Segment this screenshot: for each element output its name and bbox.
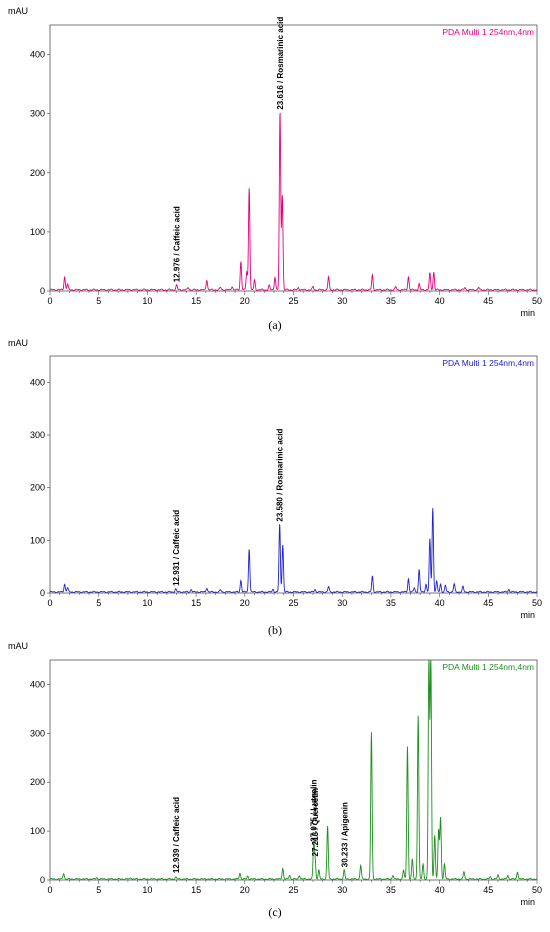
- x-tick-label: 45: [483, 885, 493, 895]
- x-tick-label: 35: [386, 296, 396, 306]
- x-tick-label: 0: [47, 885, 52, 895]
- y-tick-label: 0: [40, 588, 45, 598]
- series-line: [49, 112, 538, 292]
- peak-annotation: 12.976 / Caffeic acid: [172, 206, 181, 282]
- y-tick-label: 400: [30, 679, 45, 689]
- plot-frame: [49, 355, 538, 594]
- x-tick-label: 40: [435, 598, 445, 608]
- y-tick-label: 100: [30, 535, 45, 545]
- y-tick-label: 100: [30, 826, 45, 836]
- peak-annotation: 12.931 / Caffeic acid: [172, 510, 181, 586]
- x-tick-label: 10: [142, 598, 152, 608]
- y-tick-label: 0: [40, 875, 45, 885]
- y-tick-label: 300: [30, 109, 45, 119]
- series-label: PDA Multi 1 254nm,4nm: [442, 358, 534, 368]
- peak-annotation: 27.075 / Luteolin: [310, 779, 319, 841]
- peak-annotation: 23.616 / Rosmarinic acid: [276, 17, 285, 110]
- y-tick-label: 400: [30, 50, 45, 60]
- x-tick-label: 50: [532, 598, 542, 608]
- x-tick-label: 5: [96, 598, 101, 608]
- x-tick-label: 35: [386, 598, 396, 608]
- x-tick-label: 5: [96, 296, 101, 306]
- y-axis-label: mAU: [8, 641, 28, 651]
- y-axis-label: mAU: [8, 338, 28, 348]
- series-line: [49, 508, 538, 594]
- peak-annotation: 12.939 / Caffeic acid: [172, 797, 181, 873]
- y-tick-label: 300: [30, 728, 45, 738]
- plot-frame: [49, 24, 538, 292]
- x-tick-label: 25: [288, 598, 298, 608]
- x-tick-label: 20: [240, 885, 250, 895]
- panel-caption: (a): [268, 318, 281, 332]
- y-axis-label: mAU: [8, 6, 28, 16]
- x-axis-label: min: [520, 308, 535, 318]
- series-label: PDA Multi 1 254nm,4nm: [442, 27, 534, 37]
- x-tick-label: 45: [483, 598, 493, 608]
- chart-panel-1: mAU PDA Multi 1 254nm,4nm 0 100 200 300 400 0 5 1…: [8, 6, 542, 332]
- x-tick-label: 35: [386, 885, 396, 895]
- x-tick-label: 15: [191, 885, 201, 895]
- peak-annotation: 27.213 / Quercetin: [311, 788, 320, 857]
- x-tick-label: 20: [240, 598, 250, 608]
- x-tick-label: 50: [532, 296, 542, 306]
- x-tick-label: 20: [240, 296, 250, 306]
- x-tick-label: 15: [191, 598, 201, 608]
- series-label: PDA Multi 1 254nm,4nm: [442, 662, 534, 672]
- series-line: [49, 659, 538, 881]
- y-tick-label: 0: [40, 286, 45, 296]
- x-tick-label: 15: [191, 296, 201, 306]
- x-tick-label: 45: [483, 296, 493, 306]
- x-axis-label: min: [520, 610, 535, 620]
- x-tick-label: 10: [142, 296, 152, 306]
- x-tick-label: 30: [337, 296, 347, 306]
- chart-panel-2: mAU PDA Multi 1 254nm,4nm 0 100 200 300 400 0 5 1…: [8, 338, 542, 637]
- x-tick-label: 30: [337, 598, 347, 608]
- y-tick-label: 200: [30, 168, 45, 178]
- y-tick-label: 300: [30, 430, 45, 440]
- chart-panel-3: mAU PDA Multi 1 254nm,4nm 0 100 200 300 400 0 5 1…: [8, 641, 542, 919]
- x-tick-label: 0: [47, 296, 52, 306]
- y-tick-label: 200: [30, 483, 45, 493]
- x-tick-label: 30: [337, 885, 347, 895]
- x-tick-label: 25: [288, 885, 298, 895]
- y-tick-label: 100: [30, 227, 45, 237]
- y-tick-label: 400: [30, 377, 45, 387]
- x-tick-label: 40: [435, 885, 445, 895]
- peak-annotation: 30.233 / Apigenin: [340, 802, 349, 867]
- panel-caption: (c): [268, 905, 281, 919]
- peak-annotation: 23.580 / Rosmarinic acid: [276, 429, 285, 522]
- x-tick-label: 50: [532, 885, 542, 895]
- y-tick-label: 200: [30, 777, 45, 787]
- x-tick-label: 10: [142, 885, 152, 895]
- x-tick-label: 0: [47, 598, 52, 608]
- panel-caption: (b): [268, 623, 282, 637]
- x-axis-label: min: [520, 897, 535, 907]
- x-tick-label: 5: [96, 885, 101, 895]
- x-tick-label: 25: [288, 296, 298, 306]
- plot-frame: [49, 659, 538, 881]
- x-tick-label: 40: [435, 296, 445, 306]
